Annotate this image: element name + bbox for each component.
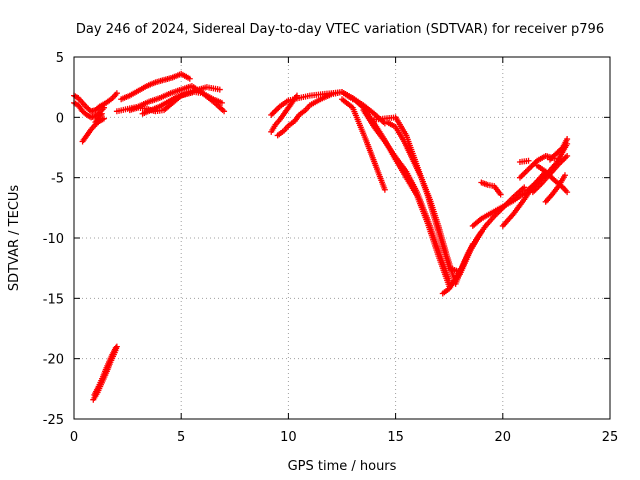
data-point bbox=[218, 99, 225, 106]
x-tick-label: 25 bbox=[602, 430, 619, 445]
plot-frame bbox=[73, 56, 611, 420]
data-point bbox=[522, 169, 529, 176]
data-point bbox=[561, 172, 568, 179]
data-point bbox=[562, 154, 569, 161]
y-tick-label: -10 bbox=[43, 232, 64, 247]
data-point bbox=[528, 163, 535, 170]
x-tick-label: 0 bbox=[70, 430, 78, 445]
x-tick-label: 5 bbox=[177, 430, 185, 445]
data-point bbox=[526, 164, 533, 171]
x-tick-label: 10 bbox=[280, 430, 297, 445]
data-point bbox=[521, 184, 528, 191]
data-point bbox=[97, 111, 104, 118]
y-tick-label: -5 bbox=[51, 172, 64, 187]
data-point bbox=[525, 157, 532, 164]
data-point bbox=[525, 166, 532, 173]
data-point bbox=[524, 167, 531, 174]
data-point bbox=[521, 170, 528, 177]
x-tick-label: 15 bbox=[387, 430, 404, 445]
data-point bbox=[564, 136, 571, 143]
data-point bbox=[381, 186, 388, 193]
data-point bbox=[113, 90, 120, 97]
y-tick-labels: 5 0 -5 -10 -15 -20 -25 bbox=[43, 51, 64, 428]
grid-lines bbox=[74, 57, 610, 419]
y-tick-label: 5 bbox=[56, 51, 64, 66]
data-point bbox=[564, 152, 571, 159]
y-tick-label: -25 bbox=[43, 413, 64, 428]
data-point bbox=[216, 86, 223, 93]
data-point bbox=[98, 110, 105, 117]
data-point bbox=[112, 344, 119, 351]
data-point bbox=[268, 111, 275, 118]
data-point bbox=[101, 104, 108, 111]
data-point bbox=[93, 117, 100, 124]
data-point bbox=[497, 191, 504, 198]
data-point bbox=[269, 110, 276, 117]
x-tick-label: 20 bbox=[495, 430, 512, 445]
data-points bbox=[71, 70, 571, 403]
data-point bbox=[293, 92, 300, 99]
data-point bbox=[516, 174, 523, 181]
y-tick-label: -15 bbox=[43, 292, 64, 307]
chart-title: Day 246 of 2024, Sidereal Day-to-day VTE… bbox=[76, 22, 604, 37]
data-point bbox=[273, 106, 280, 113]
y-tick-label: 0 bbox=[56, 111, 64, 126]
data-point bbox=[519, 171, 526, 178]
data-point bbox=[272, 107, 279, 114]
data-point bbox=[271, 109, 278, 116]
x-axis-label: GPS time / hours bbox=[288, 459, 397, 474]
data-point bbox=[518, 173, 525, 180]
data-point bbox=[101, 115, 108, 122]
data-point bbox=[186, 75, 193, 82]
y-axis-label: SDTVAR / TECUs bbox=[7, 185, 22, 292]
data-point bbox=[221, 108, 228, 115]
data-point bbox=[564, 189, 571, 196]
x-tick-labels: 0 5 10 15 20 25 bbox=[70, 430, 618, 445]
y-tick-label: -20 bbox=[43, 353, 64, 368]
